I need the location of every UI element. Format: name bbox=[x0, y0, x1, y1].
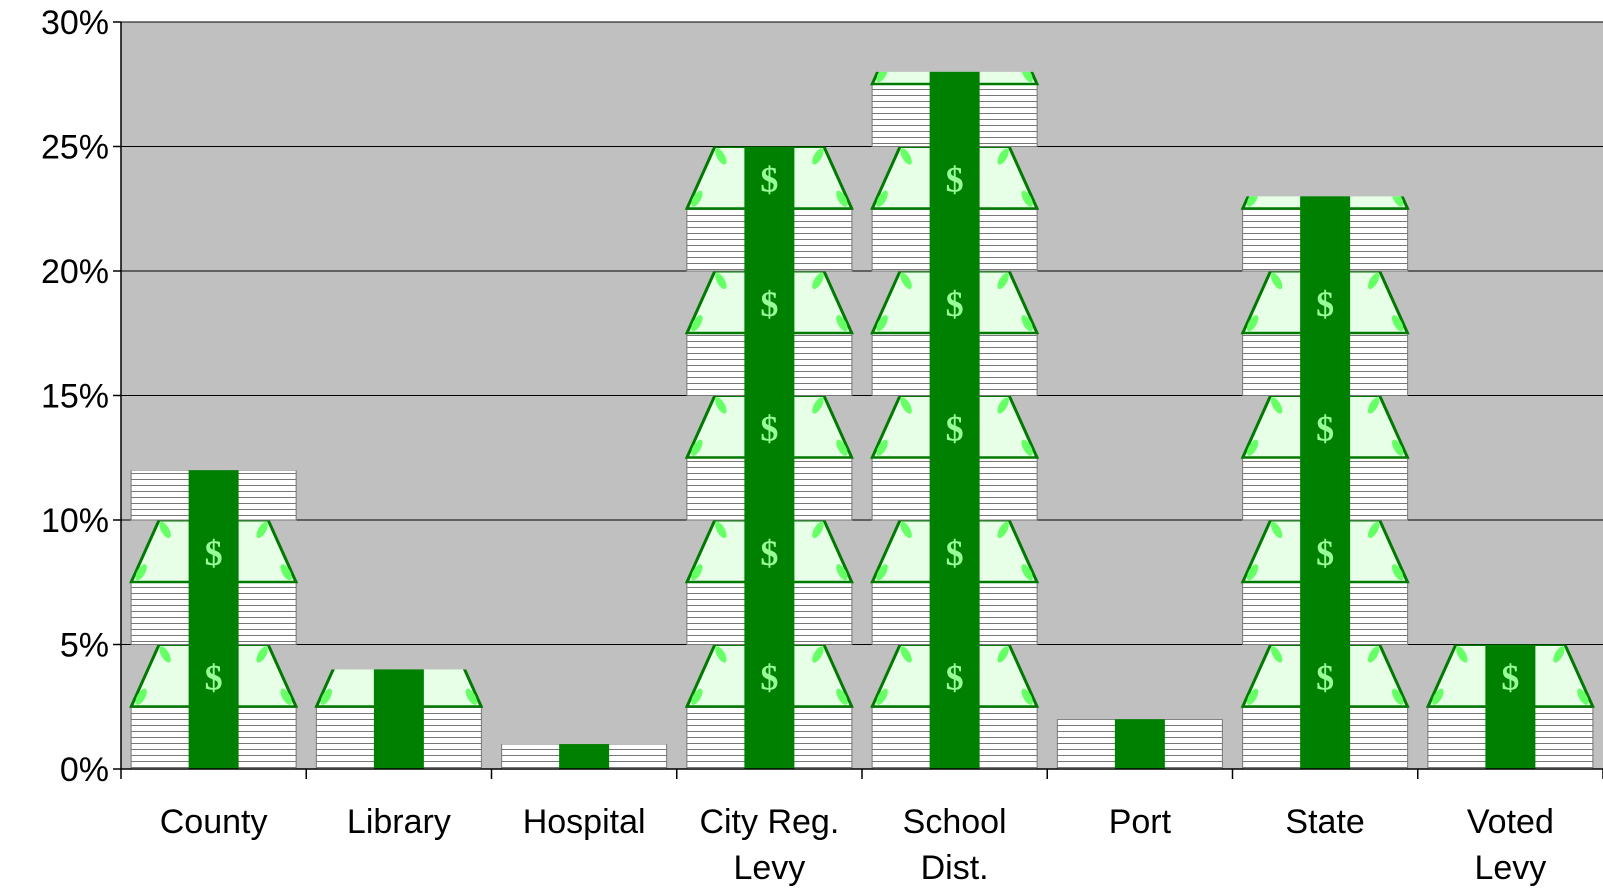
dollar-sign-icon: $ bbox=[1316, 657, 1334, 697]
y-tick-label: 10% bbox=[41, 502, 109, 540]
bar: $$$$ bbox=[129, 470, 299, 769]
dollar-sign-icon: $ bbox=[946, 284, 964, 324]
dollar-sign-icon: $ bbox=[946, 657, 964, 697]
y-tick-label: 15% bbox=[41, 378, 109, 416]
y-tick-label: 25% bbox=[41, 129, 109, 167]
category-label: Voted Levy bbox=[1467, 803, 1554, 887]
dollar-sign-icon: $ bbox=[760, 284, 778, 324]
dollar-sign-icon: $ bbox=[760, 159, 778, 199]
category-labels: County Library Hospital City Reg. Levy School… bbox=[160, 803, 1554, 887]
dollar-sign-icon: $ bbox=[946, 408, 964, 448]
dollar-sign-icon: $ bbox=[946, 533, 964, 573]
dollar-sign-icon: $ bbox=[1316, 284, 1334, 324]
dollar-sign-icon: $ bbox=[760, 657, 778, 697]
y-tick-labels: 0% 5% 10% 15% 20% 25% 30% bbox=[41, 4, 109, 789]
bar: $ bbox=[314, 669, 484, 770]
bar: $$ bbox=[1425, 644, 1595, 769]
dollar-sign-icon: $ bbox=[760, 408, 778, 448]
y-tick-label: 30% bbox=[41, 4, 109, 42]
y-tick-label: 5% bbox=[60, 627, 109, 665]
category-label: County bbox=[160, 803, 268, 841]
bar-band bbox=[1485, 644, 1536, 769]
bar-band bbox=[744, 146, 795, 769]
dollar-sign-icon: $ bbox=[205, 533, 223, 573]
bars: $$$$$$$$$$$$$$$$$$$$$$$$$$$$$$$$$$$$$ bbox=[129, 71, 1595, 770]
bar-band bbox=[1114, 719, 1165, 769]
y-tick-label: 20% bbox=[41, 253, 109, 291]
bar-band bbox=[1300, 196, 1351, 770]
axes bbox=[113, 21, 1603, 779]
bar bbox=[501, 744, 668, 769]
category-label: Hospital bbox=[523, 803, 646, 841]
category-label: Library bbox=[347, 803, 451, 841]
bar: $$$$$$$$$ bbox=[1240, 196, 1410, 770]
dollar-sign-icon: $ bbox=[205, 657, 223, 697]
dollar-sign-icon: $ bbox=[946, 159, 964, 199]
dollar-sign-icon: $ bbox=[1501, 657, 1519, 697]
category-label: City Reg. Levy bbox=[699, 803, 839, 887]
bar: $$$$$$$$$$$ bbox=[870, 71, 1040, 770]
bar-band bbox=[373, 669, 424, 769]
category-label: State bbox=[1285, 803, 1364, 841]
y-tick-label: 0% bbox=[60, 751, 109, 789]
bar-band bbox=[188, 470, 239, 769]
dollar-sign-icon: $ bbox=[1316, 533, 1334, 573]
category-label: School Dist. bbox=[903, 803, 1007, 887]
bar bbox=[1056, 719, 1223, 770]
dollar-sign-icon: $ bbox=[760, 533, 778, 573]
bar-band bbox=[929, 71, 980, 770]
bar-band bbox=[559, 744, 610, 769]
dollar-sign-icon: $ bbox=[1316, 408, 1334, 448]
category-label: Port bbox=[1109, 803, 1172, 841]
bar: $$$$$$$$$$ bbox=[684, 146, 854, 769]
